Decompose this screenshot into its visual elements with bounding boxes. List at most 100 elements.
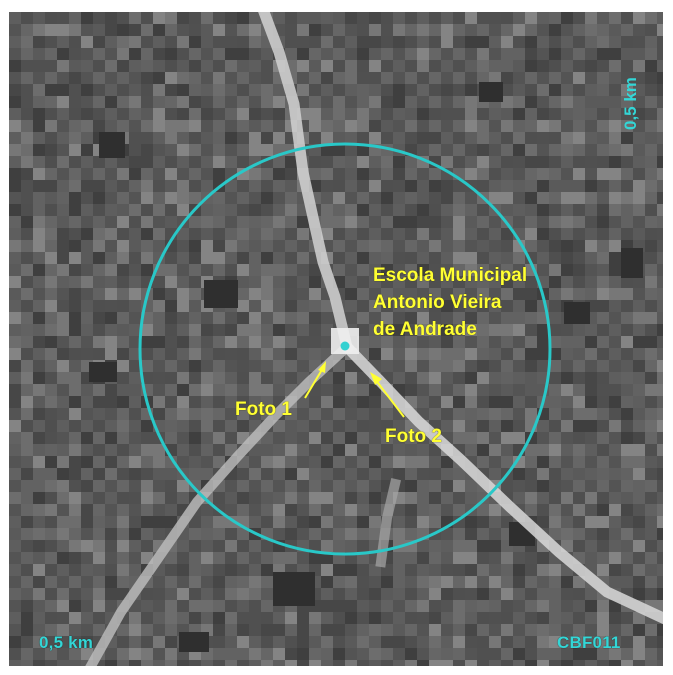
terrain-pixel: [45, 120, 57, 132]
terrain-pixel: [141, 24, 153, 36]
terrain-pixel: [297, 336, 309, 348]
terrain-pixel: [213, 252, 225, 264]
terrain-pixel: [525, 360, 537, 372]
terrain-pixel: [21, 660, 33, 666]
terrain-pixel: [429, 636, 441, 648]
terrain-pixel: [633, 204, 645, 216]
terrain-pixel: [381, 360, 393, 372]
terrain-pixel: [393, 84, 405, 96]
terrain-pixel: [477, 36, 489, 48]
terrain-pixel: [477, 516, 489, 528]
terrain-pixel: [129, 516, 141, 528]
terrain-pixel: [201, 468, 213, 480]
terrain-pixel: [381, 156, 393, 168]
terrain-pixel: [141, 192, 153, 204]
terrain-pixel: [213, 456, 225, 468]
terrain-pixel: [501, 108, 513, 120]
terrain-pixel: [537, 168, 549, 180]
terrain-pixel: [405, 288, 417, 300]
terrain-pixel: [117, 648, 129, 660]
terrain-pixel: [33, 408, 45, 420]
terrain-pixel: [33, 204, 45, 216]
terrain-pixel: [441, 288, 453, 300]
terrain-pixel: [453, 216, 465, 228]
terrain-pixel: [69, 312, 81, 324]
terrain-pixel: [501, 480, 513, 492]
terrain-pixel: [33, 216, 45, 228]
terrain-pixel: [501, 192, 513, 204]
terrain-pixel: [345, 444, 357, 456]
terrain-pixel: [189, 348, 201, 360]
terrain-pixel: [153, 288, 165, 300]
terrain-pixel: [285, 468, 297, 480]
terrain-pixel: [105, 24, 117, 36]
terrain-pixel: [609, 60, 621, 72]
terrain-pixel: [501, 120, 513, 132]
terrain-pixel: [393, 456, 405, 468]
satellite-image: [9, 12, 663, 666]
terrain-pixel: [369, 660, 381, 666]
terrain-pixel: [381, 276, 393, 288]
terrain-pixel: [249, 588, 261, 600]
terrain-pixel: [57, 312, 69, 324]
terrain-pixel: [189, 612, 201, 624]
terrain-pixel: [225, 612, 237, 624]
terrain-pixel: [357, 252, 369, 264]
terrain-pixel: [357, 312, 369, 324]
terrain-pixel: [165, 516, 177, 528]
terrain-pixel: [213, 84, 225, 96]
terrain-pixel: [405, 300, 417, 312]
terrain-pixel: [465, 576, 477, 588]
terrain-pixel: [345, 204, 357, 216]
terrain-pixel: [261, 228, 273, 240]
terrain-pixel: [201, 384, 213, 396]
terrain-pixel: [465, 552, 477, 564]
terrain-pixel: [453, 624, 465, 636]
terrain-pixel: [441, 576, 453, 588]
terrain-pixel: [633, 516, 645, 528]
terrain-pixel: [9, 360, 21, 372]
terrain-pixel: [165, 312, 177, 324]
terrain-pixel: [177, 144, 189, 156]
terrain-pixel: [261, 96, 273, 108]
terrain-pixel: [225, 48, 237, 60]
photo-arrows: [304, 361, 405, 418]
terrain-pixel: [201, 36, 213, 48]
terrain-pixel: [201, 600, 213, 612]
terrain-pixel: [333, 144, 345, 156]
terrain-pixel: [597, 96, 609, 108]
terrain-pixel: [549, 180, 561, 192]
terrain-pixel: [201, 528, 213, 540]
terrain-pixel: [237, 648, 249, 660]
terrain-pixel: [489, 324, 501, 336]
terrain-pixel: [657, 600, 663, 612]
terrain-pixel: [117, 48, 129, 60]
terrain-pixel: [621, 48, 633, 60]
terrain-pixel: [573, 180, 585, 192]
terrain-pixel: [285, 180, 297, 192]
terrain-pixel: [489, 636, 501, 648]
terrain-pixel: [441, 660, 453, 666]
terrain-pixel: [537, 204, 549, 216]
terrain-pixel: [465, 588, 477, 600]
terrain-pixel: [537, 504, 549, 516]
terrain-pixel: [429, 336, 441, 348]
terrain-pixel: [57, 60, 69, 72]
terrain-pixel: [597, 264, 609, 276]
terrain-pixel: [129, 648, 141, 660]
terrain-pixel: [129, 240, 141, 252]
terrain-pixel: [105, 228, 117, 240]
terrain-pixel: [177, 396, 189, 408]
terrain-pixel: [429, 132, 441, 144]
terrain-pixel: [45, 396, 57, 408]
terrain-pixel: [465, 72, 477, 84]
terrain-pixel: [453, 252, 465, 264]
terrain-pixel: [525, 180, 537, 192]
terrain-pixel: [261, 588, 273, 600]
terrain-pixel: [489, 588, 501, 600]
terrain-pixel: [609, 24, 621, 36]
terrain-pixel: [621, 384, 633, 396]
terrain-pixel: [417, 600, 429, 612]
terrain-pixel: [501, 312, 513, 324]
terrain-pixel: [21, 144, 33, 156]
